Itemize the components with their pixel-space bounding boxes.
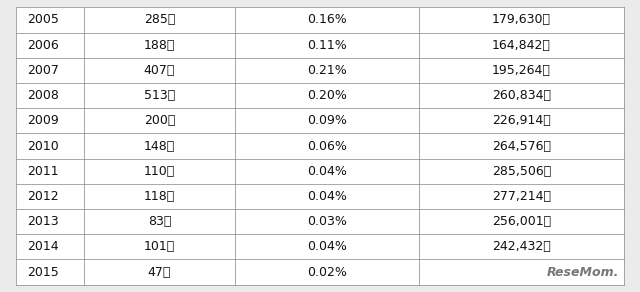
Text: 83人: 83人 (148, 215, 171, 228)
Text: 2015: 2015 (28, 266, 60, 279)
Text: 0.11%: 0.11% (307, 39, 347, 52)
Bar (16, 184, 84, 209)
Text: 285,506人: 285,506人 (492, 165, 551, 178)
Text: 264,576人: 264,576人 (492, 140, 551, 152)
Text: 0.02%: 0.02% (307, 266, 347, 279)
Bar (235, 234, 419, 260)
Text: 101人: 101人 (144, 240, 175, 253)
Bar (419, 234, 624, 260)
Text: 118人: 118人 (144, 190, 175, 203)
Bar (16, 83, 84, 108)
Bar (235, 133, 419, 159)
Text: 226,914人: 226,914人 (492, 114, 551, 127)
Bar (419, 133, 624, 159)
Bar (235, 32, 419, 58)
Bar (16, 234, 84, 260)
Bar (84, 7, 235, 32)
Text: 148人: 148人 (144, 140, 175, 152)
Bar (84, 83, 235, 108)
Text: 242,432人: 242,432人 (492, 240, 551, 253)
Bar (84, 209, 235, 234)
Text: 2014: 2014 (28, 240, 59, 253)
Text: 407人: 407人 (144, 64, 175, 77)
Bar (235, 83, 419, 108)
Text: 164,842人: 164,842人 (492, 39, 551, 52)
Text: 513人: 513人 (144, 89, 175, 102)
Bar (84, 32, 235, 58)
Text: 0.04%: 0.04% (307, 190, 347, 203)
Bar (84, 58, 235, 83)
Bar (419, 32, 624, 58)
Bar (235, 260, 419, 285)
Text: 195,264人: 195,264人 (492, 64, 551, 77)
Text: 2011: 2011 (28, 165, 59, 178)
Bar (419, 108, 624, 133)
Bar (16, 108, 84, 133)
Bar (16, 58, 84, 83)
Bar (16, 209, 84, 234)
Bar (235, 7, 419, 32)
Text: 2007: 2007 (28, 64, 60, 77)
Text: 2005: 2005 (28, 13, 60, 26)
Bar (84, 108, 235, 133)
Text: 2009: 2009 (28, 114, 60, 127)
Bar (84, 159, 235, 184)
Bar (235, 108, 419, 133)
Bar (84, 133, 235, 159)
Text: 256,001人: 256,001人 (492, 215, 551, 228)
Text: 0.21%: 0.21% (307, 64, 347, 77)
Bar (419, 159, 624, 184)
Text: 260,834人: 260,834人 (492, 89, 551, 102)
Text: 2013: 2013 (28, 215, 59, 228)
Bar (419, 58, 624, 83)
Text: 0.09%: 0.09% (307, 114, 347, 127)
Text: 179,630人: 179,630人 (492, 13, 551, 26)
Text: 47人: 47人 (148, 266, 171, 279)
Bar (419, 83, 624, 108)
Text: 0.04%: 0.04% (307, 240, 347, 253)
Bar (84, 184, 235, 209)
Text: 2010: 2010 (28, 140, 60, 152)
Text: 188人: 188人 (144, 39, 175, 52)
Bar (235, 159, 419, 184)
Bar (235, 209, 419, 234)
Text: 0.06%: 0.06% (307, 140, 347, 152)
Bar (419, 260, 624, 285)
Bar (16, 32, 84, 58)
Text: 200人: 200人 (144, 114, 175, 127)
Text: 0.20%: 0.20% (307, 89, 347, 102)
Text: 0.03%: 0.03% (307, 215, 347, 228)
Bar (235, 184, 419, 209)
Bar (16, 260, 84, 285)
Text: 285人: 285人 (144, 13, 175, 26)
Text: 0.16%: 0.16% (307, 13, 347, 26)
Bar (84, 234, 235, 260)
Text: 2008: 2008 (28, 89, 60, 102)
Bar (419, 209, 624, 234)
Text: 0.04%: 0.04% (307, 165, 347, 178)
Bar (16, 159, 84, 184)
Bar (419, 7, 624, 32)
Bar (84, 260, 235, 285)
Text: 110人: 110人 (144, 165, 175, 178)
Bar (16, 133, 84, 159)
Bar (16, 7, 84, 32)
Text: 2006: 2006 (28, 39, 60, 52)
Bar (419, 184, 624, 209)
Text: ReseMom.: ReseMom. (547, 266, 619, 279)
Text: 2012: 2012 (28, 190, 59, 203)
Bar (235, 58, 419, 83)
Text: 277,214人: 277,214人 (492, 190, 551, 203)
